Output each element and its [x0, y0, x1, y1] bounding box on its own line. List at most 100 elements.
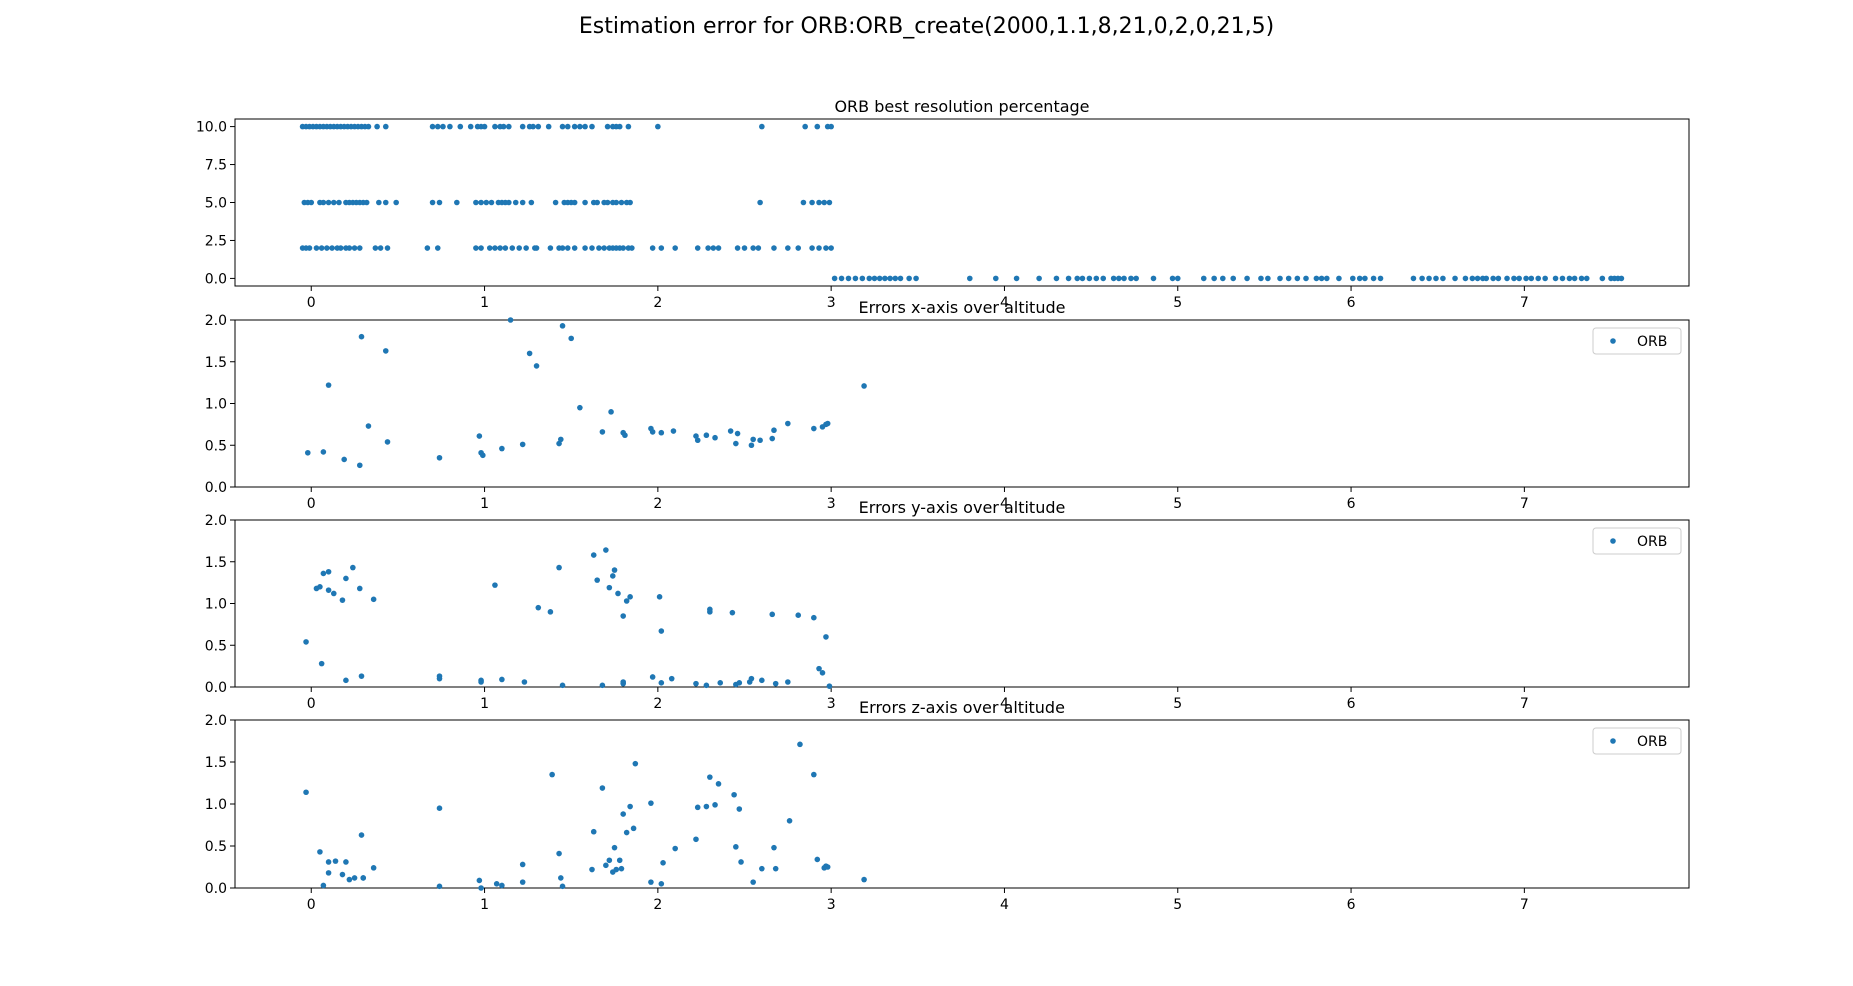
data-point [649, 429, 656, 435]
data-point [599, 429, 606, 435]
data-point [705, 245, 711, 251]
data-point [715, 781, 722, 787]
data-point [320, 570, 327, 577]
data-point [384, 245, 391, 251]
data-point [384, 439, 391, 445]
data-point [811, 425, 817, 432]
data-point [594, 577, 601, 583]
data-point [325, 587, 332, 593]
data-point [838, 275, 845, 282]
data-point [1150, 275, 1157, 282]
data-point [852, 275, 859, 282]
data-point [769, 435, 776, 442]
data-point [590, 828, 597, 835]
data-point [712, 434, 718, 441]
data-point [332, 858, 339, 864]
axes-frame-2 [234, 319, 1690, 488]
data-point [343, 677, 349, 684]
y-tick-label: 0.5 [205, 839, 227, 855]
data-point [693, 680, 699, 687]
x-tick-label: 7 [1520, 897, 1529, 913]
data-point [526, 350, 533, 357]
data-point [1174, 275, 1181, 282]
data-point [616, 123, 623, 130]
data-point [648, 800, 654, 806]
data-point [1074, 275, 1081, 282]
data-point [339, 871, 346, 878]
data-point [559, 123, 566, 130]
data-point [382, 199, 389, 206]
data-point [339, 597, 346, 603]
data-point [703, 803, 710, 810]
x-tick-label: 4 [1000, 295, 1009, 311]
data-point [480, 452, 486, 459]
data-point [589, 245, 595, 251]
data-point [882, 275, 888, 282]
data-point [1362, 275, 1368, 282]
data-point [447, 123, 453, 130]
data-point [611, 844, 618, 851]
data-point [897, 275, 904, 282]
data-point [599, 785, 606, 791]
x-tick-label: 5 [1173, 295, 1182, 311]
legend-box [1592, 327, 1682, 355]
data-point [892, 275, 899, 282]
data-point [1318, 275, 1325, 282]
data-point [627, 199, 633, 206]
data-point [478, 199, 484, 206]
data-point [356, 245, 363, 251]
data-point [707, 609, 713, 615]
x-tick-label: 1 [480, 295, 489, 311]
data-point [1618, 275, 1625, 282]
data-point [1323, 275, 1330, 282]
data-point [499, 445, 505, 452]
data-point [816, 665, 822, 672]
axes-title-2: Errors x-axis over altitude [859, 298, 1066, 317]
data-point [729, 609, 736, 616]
data-point [658, 429, 665, 436]
data-point [318, 245, 325, 251]
data-point [303, 789, 309, 796]
data-point [1356, 275, 1363, 282]
data-point [1523, 275, 1529, 282]
data-point [506, 123, 512, 130]
data-point [826, 199, 833, 206]
data-point [694, 437, 701, 444]
data-point [374, 123, 380, 130]
axes-title-4: Errors z-axis over altitude [859, 698, 1065, 717]
data-point [552, 199, 559, 206]
data-point [568, 335, 575, 342]
data-point [620, 613, 626, 619]
data-point [1303, 275, 1309, 282]
data-point [577, 123, 583, 130]
data-point [1128, 275, 1134, 282]
data-point [506, 199, 512, 206]
data-point [802, 123, 808, 130]
data-point [828, 123, 834, 130]
data-point [1086, 275, 1093, 282]
data-point [320, 882, 327, 889]
x-tick-label: 3 [827, 696, 836, 712]
data-point [599, 682, 606, 689]
data-point [658, 628, 665, 634]
data-point [1571, 275, 1578, 282]
data-point [845, 275, 852, 282]
data-point [325, 859, 332, 865]
data-point [589, 123, 595, 130]
axes-title-3: Errors y-axis over altitude [859, 498, 1066, 517]
data-point [809, 245, 815, 251]
x-tick-label: 4 [1000, 696, 1009, 712]
data-point [577, 404, 583, 411]
x-tick-label: 0 [307, 496, 316, 512]
data-point [306, 245, 313, 251]
y-tick-label: 10.0 [196, 120, 227, 136]
data-point [509, 245, 516, 251]
data-point [440, 123, 446, 130]
data-point [329, 245, 335, 251]
data-point [523, 245, 529, 251]
data-point [785, 420, 791, 427]
x-tick-label: 3 [827, 897, 836, 913]
data-point [620, 811, 626, 817]
data-point [596, 245, 602, 251]
data-point [771, 245, 777, 251]
